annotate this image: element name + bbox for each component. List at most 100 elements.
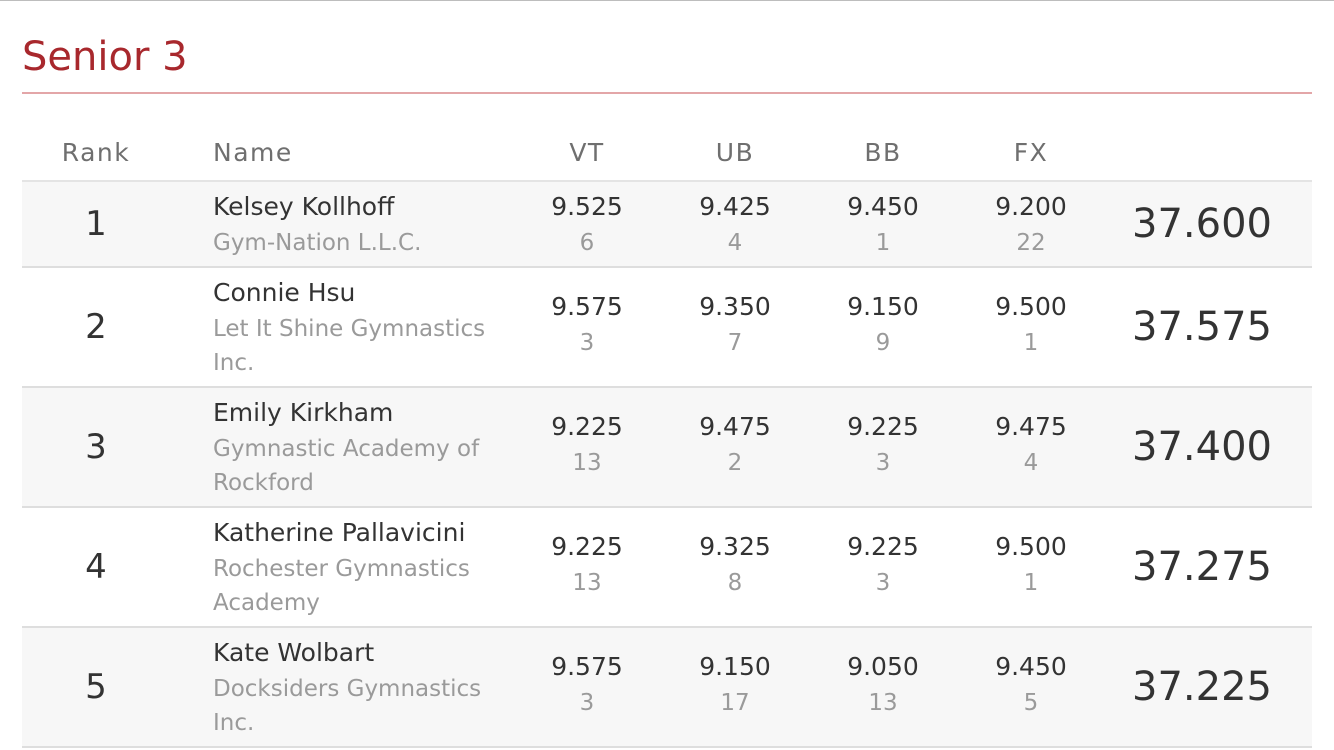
vt-place: 13 <box>572 570 602 596</box>
bb-cell: 9.150 9 <box>823 290 943 360</box>
fx-place: 22 <box>1016 230 1046 256</box>
ub-place: 4 <box>727 230 743 256</box>
header-ub[interactable]: UB <box>715 138 755 167</box>
athlete-name: Emily Kirkham <box>213 398 394 427</box>
vt-score: 9.575 <box>551 652 623 681</box>
fx-cell: 9.500 1 <box>971 290 1091 360</box>
athlete-name: Kelsey Kollhoff <box>213 192 395 221</box>
header-vt[interactable]: VT <box>569 138 605 167</box>
page-title: Senior 3 <box>22 34 188 80</box>
club-name: Let It Shine Gymnastics Inc. <box>213 316 486 376</box>
athlete-cell: Kelsey Kollhoff Gym-Nation L.L.C. <box>213 190 503 260</box>
bb-cell: 9.050 13 <box>823 650 943 720</box>
ub-place: 17 <box>720 690 750 716</box>
vt-place: 13 <box>572 450 602 476</box>
fx-place: 5 <box>1023 690 1039 716</box>
header-bb[interactable]: BB <box>864 138 902 167</box>
athlete-name: Katherine Pallavicini <box>213 518 466 547</box>
ub-place: 2 <box>727 450 743 476</box>
fx-cell: 9.450 5 <box>971 650 1091 720</box>
header-name[interactable]: Name <box>213 138 293 167</box>
table-row[interactable]: 1 Kelsey Kollhoff Gym-Nation L.L.C. 9.52… <box>22 182 1312 268</box>
vt-cell: 9.575 3 <box>527 290 647 360</box>
club-name: Gymnastic Academy of Rockford <box>213 436 480 496</box>
table-row[interactable]: 5 Kate Wolbart Docksiders Gymnastics Inc… <box>22 628 1312 748</box>
bb-score: 9.450 <box>847 192 919 221</box>
table-header: Rank Name VT UB BB FX <box>22 124 1312 182</box>
top-divider <box>0 0 1334 1</box>
rank-cell: 1 <box>85 204 107 244</box>
vt-place: 3 <box>579 690 595 716</box>
ub-place: 8 <box>727 570 743 596</box>
fx-score: 9.200 <box>995 192 1067 221</box>
table-row[interactable]: 2 Connie Hsu Let It Shine Gymnastics Inc… <box>22 268 1312 388</box>
table-row[interactable]: 4 Katherine Pallavicini Rochester Gymnas… <box>22 508 1312 628</box>
rank-cell: 2 <box>85 307 107 347</box>
ub-score: 9.150 <box>699 652 771 681</box>
total-score: 37.275 <box>1132 544 1272 590</box>
table-row[interactable]: 3 Emily Kirkham Gymnastic Academy of Roc… <box>22 388 1312 508</box>
total-score: 37.225 <box>1132 664 1272 710</box>
vt-score: 9.225 <box>551 412 623 441</box>
title-divider <box>22 92 1312 94</box>
athlete-cell: Katherine Pallavicini Rochester Gymnasti… <box>213 516 503 620</box>
athlete-cell: Kate Wolbart Docksiders Gymnastics Inc. <box>213 636 503 740</box>
ub-place: 7 <box>727 330 743 356</box>
vt-score: 9.575 <box>551 292 623 321</box>
header-fx[interactable]: FX <box>1013 138 1049 167</box>
bb-place: 13 <box>868 690 898 716</box>
bb-score: 9.225 <box>847 532 919 561</box>
bb-place: 9 <box>875 330 891 356</box>
ub-score: 9.425 <box>699 192 771 221</box>
rank-cell: 5 <box>85 667 107 707</box>
bb-cell: 9.450 1 <box>823 190 943 260</box>
ub-score: 9.475 <box>699 412 771 441</box>
ub-cell: 9.325 8 <box>675 530 795 600</box>
fx-score: 9.475 <box>995 412 1067 441</box>
ub-cell: 9.150 17 <box>675 650 795 720</box>
club-name: Docksiders Gymnastics Inc. <box>213 676 482 736</box>
total-score: 37.575 <box>1132 304 1272 350</box>
ub-cell: 9.425 4 <box>675 190 795 260</box>
club-name: Gym-Nation L.L.C. <box>213 230 422 256</box>
rank-cell: 3 <box>85 427 107 467</box>
total-score: 37.400 <box>1132 424 1272 470</box>
fx-cell: 9.475 4 <box>971 410 1091 480</box>
header-rank[interactable]: Rank <box>61 138 131 167</box>
fx-score: 9.450 <box>995 652 1067 681</box>
results-table: Rank Name VT UB BB FX 1 Kelsey Kollhoff … <box>22 124 1312 748</box>
rank-cell: 4 <box>85 547 107 587</box>
fx-cell: 9.200 22 <box>971 190 1091 260</box>
fx-cell: 9.500 1 <box>971 530 1091 600</box>
fx-place: 1 <box>1023 330 1039 356</box>
club-name: Rochester Gymnastics Academy <box>213 556 470 616</box>
vt-cell: 9.525 6 <box>527 190 647 260</box>
ub-cell: 9.350 7 <box>675 290 795 360</box>
ub-score: 9.325 <box>699 532 771 561</box>
athlete-name: Connie Hsu <box>213 278 356 307</box>
vt-cell: 9.225 13 <box>527 410 647 480</box>
vt-place: 3 <box>579 330 595 356</box>
fx-place: 1 <box>1023 570 1039 596</box>
vt-cell: 9.575 3 <box>527 650 647 720</box>
ub-cell: 9.475 2 <box>675 410 795 480</box>
bb-score: 9.150 <box>847 292 919 321</box>
fx-score: 9.500 <box>995 292 1067 321</box>
total-score: 37.600 <box>1132 201 1272 247</box>
bb-place: 3 <box>875 570 891 596</box>
athlete-cell: Connie Hsu Let It Shine Gymnastics Inc. <box>213 276 503 380</box>
fx-score: 9.500 <box>995 532 1067 561</box>
bb-score: 9.050 <box>847 652 919 681</box>
vt-place: 6 <box>579 230 595 256</box>
athlete-cell: Emily Kirkham Gymnastic Academy of Rockf… <box>213 396 503 500</box>
bb-cell: 9.225 3 <box>823 530 943 600</box>
vt-score: 9.525 <box>551 192 623 221</box>
bb-place: 3 <box>875 450 891 476</box>
athlete-name: Kate Wolbart <box>213 638 375 667</box>
bb-cell: 9.225 3 <box>823 410 943 480</box>
bb-place: 1 <box>875 230 891 256</box>
fx-place: 4 <box>1023 450 1039 476</box>
vt-score: 9.225 <box>551 532 623 561</box>
ub-score: 9.350 <box>699 292 771 321</box>
vt-cell: 9.225 13 <box>527 530 647 600</box>
